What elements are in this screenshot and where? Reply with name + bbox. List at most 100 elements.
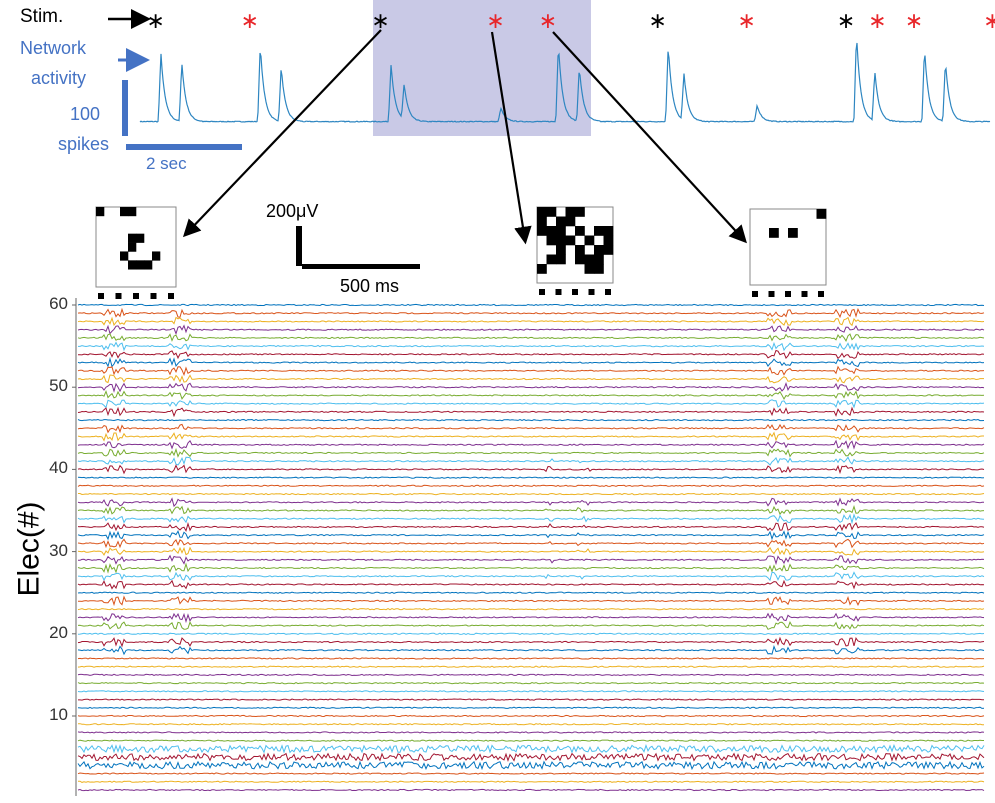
electrode-trace-7 — [77, 739, 984, 742]
electrode-trace-30 — [77, 546, 985, 556]
electrode-trace-32 — [77, 529, 985, 541]
electrode-trace-8 — [77, 731, 985, 734]
pattern-dot — [572, 289, 578, 295]
pattern-cell — [152, 251, 161, 261]
electrode-trace-58 — [77, 316, 985, 327]
pattern-cell — [594, 245, 604, 255]
electrode-trace-5 — [77, 752, 985, 762]
electrode-trace-11 — [77, 706, 985, 709]
electrode-trace-23 — [77, 607, 985, 611]
electrode-trace-12 — [78, 698, 985, 701]
pattern-cell — [128, 207, 137, 217]
stim-marker-red: ∗ — [905, 9, 923, 34]
electrode-trace-36 — [77, 497, 984, 508]
y-tick-label: 20 — [49, 622, 68, 642]
network-activity-trace — [139, 42, 991, 123]
y-tick-label: 30 — [49, 540, 68, 560]
electrode-trace-45 — [77, 423, 985, 434]
pattern-cell — [565, 235, 576, 246]
electrode-trace-49 — [78, 389, 985, 401]
electrode-trace-34 — [77, 513, 985, 525]
pattern-cell — [603, 226, 614, 236]
electrode-trace-22 — [77, 612, 985, 624]
electrode-trace-20 — [77, 632, 985, 635]
electrode-trace-50 — [77, 381, 985, 393]
electrode-trace-18 — [77, 645, 985, 656]
pattern-dot — [768, 291, 775, 297]
pattern-cell — [120, 251, 129, 261]
network-label-line2: activity — [31, 68, 87, 88]
stim-marker-red: ∗ — [737, 9, 755, 34]
electrode-trace-54 — [78, 349, 985, 360]
zoom-arrow-3 — [552, 31, 747, 244]
scale-bar-ms — [302, 264, 420, 269]
pattern-dot — [818, 291, 824, 297]
electrode-trace-13 — [77, 690, 985, 693]
pattern-cell — [537, 216, 547, 227]
pattern-cell — [546, 254, 557, 265]
electrode-trace-2 — [78, 780, 985, 783]
pattern-cell — [128, 242, 137, 252]
stim-marker-red: ∗ — [486, 9, 504, 34]
electrode-trace-14 — [77, 681, 985, 685]
scale-time-label: 2 sec — [146, 154, 187, 173]
stim-marker-red: ∗ — [868, 9, 886, 34]
electrode-trace-9 — [78, 723, 984, 726]
zoom-arrow-1 — [182, 29, 382, 238]
pattern-cell — [603, 235, 614, 246]
pattern-cell — [594, 254, 604, 265]
electrode-trace-40 — [77, 464, 985, 475]
stim-marker-black: ∗ — [371, 9, 389, 34]
electrode-traces — [77, 303, 985, 792]
pattern-dot — [98, 293, 104, 299]
pattern-cell — [575, 207, 585, 217]
y-ticks — [72, 304, 76, 717]
pattern-cell — [556, 254, 566, 265]
pattern-cell — [537, 264, 547, 274]
stim-pattern-1 — [95, 206, 177, 299]
pattern-dot — [752, 291, 758, 297]
electrode-trace-35 — [77, 504, 985, 516]
pattern-cell — [584, 235, 595, 246]
electrode-trace-16 — [77, 665, 985, 668]
scale-bar-time — [126, 144, 242, 150]
y-tick-label: 10 — [49, 705, 68, 724]
electrode-trace-52 — [77, 365, 985, 377]
pattern-cell — [556, 235, 566, 246]
pattern-cell — [537, 207, 547, 217]
electrode-trace-10 — [77, 714, 985, 718]
pattern-cell — [128, 233, 137, 243]
electrode-trace-39 — [77, 476, 985, 479]
electrode-trace-47 — [77, 406, 985, 418]
pattern-dot — [555, 289, 562, 295]
stim-marker-red: ∗ — [241, 9, 259, 34]
y-tick-label: 60 — [49, 294, 68, 313]
electrode-trace-33 — [77, 521, 985, 532]
stim-pattern-3 — [749, 208, 827, 297]
highlight-window — [373, 0, 591, 136]
pattern-dot — [605, 289, 611, 295]
electrode-trace-6 — [77, 743, 985, 754]
scale-voltage-label: 200μV — [266, 201, 319, 221]
pattern-cell — [565, 216, 576, 227]
pattern-cell — [128, 260, 137, 270]
electrode-trace-25 — [77, 591, 985, 594]
electrode-trace-38 — [77, 484, 985, 487]
scale-bar-spikes — [122, 80, 128, 136]
electrode-trace-1 — [77, 788, 985, 792]
electrode-trace-60 — [77, 303, 985, 307]
stim-patterns — [95, 206, 827, 299]
stim-marker-red: ∗ — [539, 9, 557, 34]
electrode-trace-26 — [77, 579, 985, 590]
electrode-trace-17 — [77, 657, 985, 660]
electrode-trace-51 — [77, 374, 984, 384]
electrode-trace-4 — [77, 760, 985, 771]
pattern-dot — [150, 293, 157, 299]
pattern-cell — [594, 264, 604, 274]
stim-marker-red: ∗ — [983, 9, 995, 34]
electrode-trace-59 — [77, 307, 985, 319]
y-tick-label: 40 — [49, 458, 68, 478]
stim-marker-black: ∗ — [649, 9, 667, 34]
pattern-cell — [788, 228, 798, 238]
